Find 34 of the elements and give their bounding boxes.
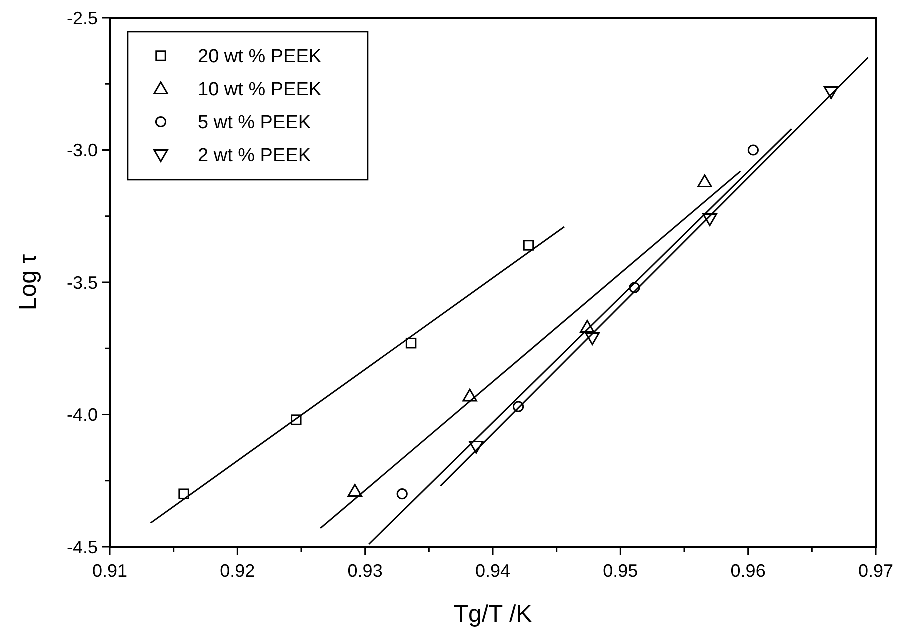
point — [748, 144, 759, 156]
x-tick-label: 0.97 — [858, 561, 894, 581]
point — [291, 414, 302, 426]
legend-label: 5 wt % PEEK — [198, 112, 312, 134]
point — [523, 240, 534, 251]
legend-label: 10 wt % PEEK — [198, 80, 322, 101]
point — [406, 338, 417, 349]
point — [348, 484, 362, 498]
y-axis-title: Log τ — [15, 254, 42, 311]
x-tick-label: 0.95 — [603, 561, 638, 581]
point — [702, 213, 718, 226]
legend-label: 20 wt % PEEK — [198, 46, 322, 68]
x-tick-label: 0.93 — [348, 561, 383, 581]
point — [512, 401, 524, 412]
y-tick-label: -4.5 — [66, 537, 98, 558]
y-tick-label: -4.0 — [66, 405, 98, 426]
point — [469, 440, 484, 454]
point — [580, 320, 595, 334]
point — [824, 86, 839, 100]
x-axis-title: Tg/T /K — [454, 601, 532, 628]
x-tick-label: 0.94 — [475, 561, 511, 581]
y-tick-label: -3.5 — [66, 272, 98, 293]
x-tick-label: 0.91 — [92, 561, 128, 581]
x-tick-label: 0.96 — [730, 561, 766, 581]
y-tick-label: -3.0 — [66, 140, 98, 161]
y-tick-label: -2.5 — [66, 8, 98, 28]
point — [629, 282, 640, 294]
point — [462, 388, 478, 402]
point — [585, 332, 600, 346]
point — [178, 488, 190, 500]
point — [396, 488, 408, 500]
x-tick-label: 0.92 — [220, 561, 256, 581]
legend-label: 2 wt % PEEK — [198, 146, 312, 167]
point — [698, 174, 712, 188]
